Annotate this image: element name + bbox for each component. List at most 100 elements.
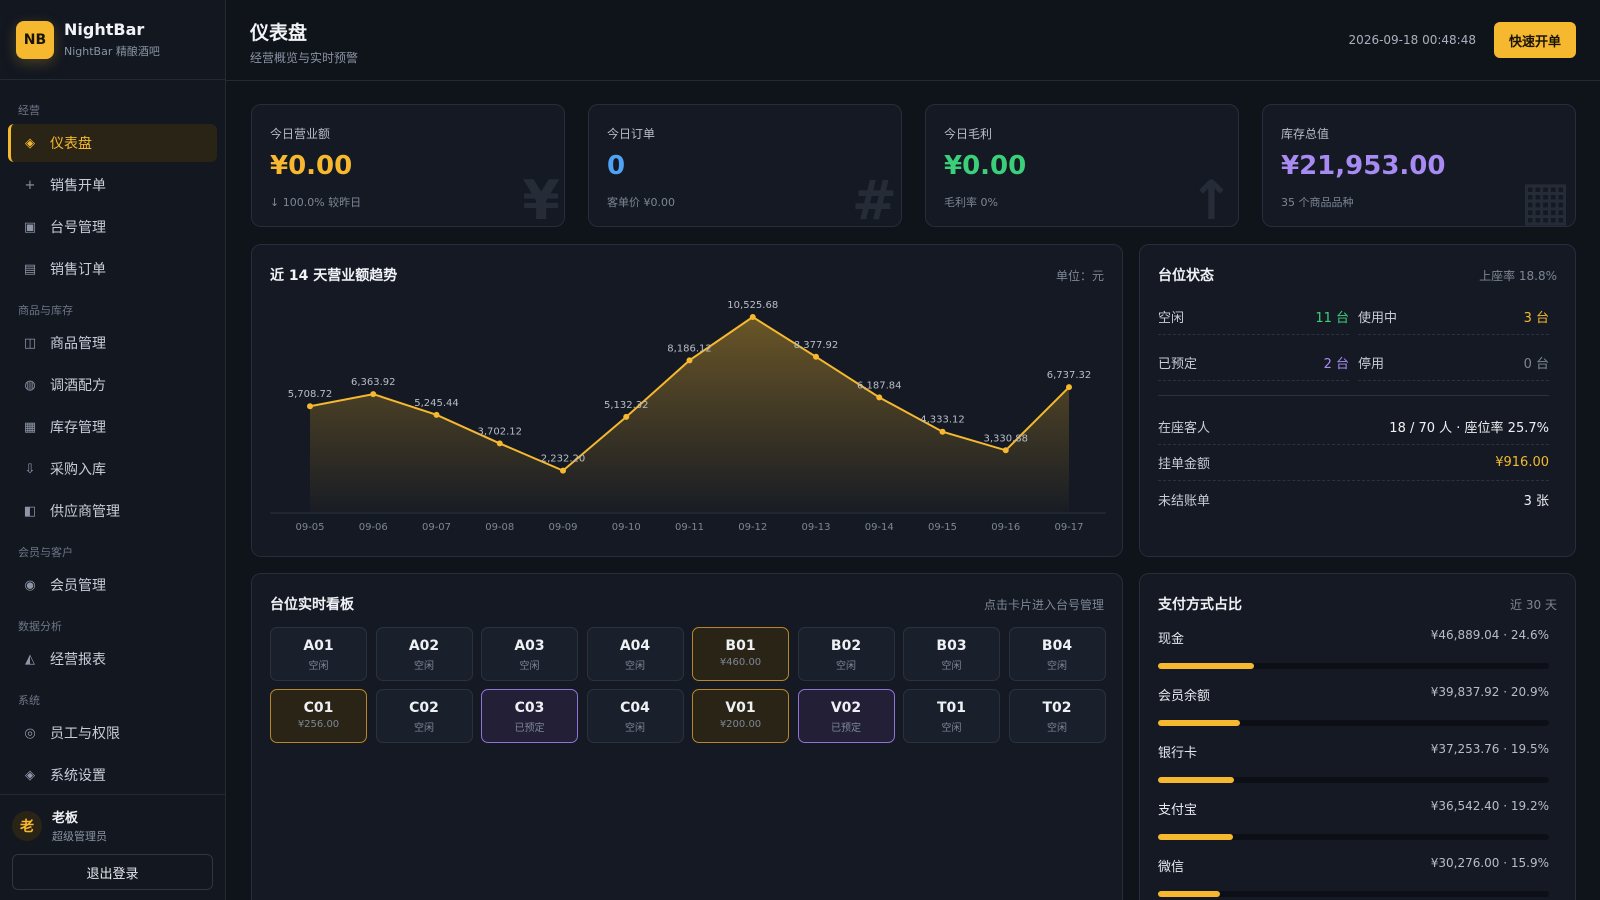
status-label: 使用中 [1358,311,1398,326]
payment-amount: ¥30,276.00 · 15.9% [1430,856,1549,870]
status-count: 3 台 [1523,311,1549,326]
x-tick-label: 09-08 [485,522,514,533]
table-tile[interactable]: A03 空闲 [481,627,578,681]
sidebar-item[interactable]: ◉ 会员管理 [8,566,217,604]
tile-code: B03 [936,638,967,654]
board-hint: 点击卡片进入台号管理 [983,598,1104,612]
payment-bar-track [1158,834,1549,840]
stat-note: ↓ 100.0% 较昨日 [270,196,362,209]
row-value: ¥916.00 [1495,455,1549,470]
logout-button[interactable]: 退出登录 [12,854,213,890]
sidebar-item[interactable]: ▤ 销售订单 [8,250,217,288]
status-count: 0 台 [1523,357,1549,372]
tile-code: A03 [514,638,545,654]
tile-code: B01 [725,638,756,654]
table-status-card: 台位状态 上座率 18.8% 空闲 11 台使用中 3 台已预定 2 台停用 0 台 在… [1139,244,1576,557]
table-status-row: 未结账单 3 张 [1158,481,1549,517]
table-tile[interactable]: C04 空闲 [586,689,684,743]
table-status-row: 挂单金额 ¥916.00 [1158,445,1549,481]
sidebar-item[interactable]: ◭ 经营报表 [8,640,217,678]
quick-order-button[interactable]: 快速开单 [1494,22,1576,58]
tile-code: C03 [514,700,545,716]
trend-area [310,317,1069,512]
table-tile[interactable]: C01 ¥256.00 [270,689,367,743]
user-role: 超级管理员 [52,830,107,843]
user-panel: 老 老板 超级管理员 退出登录 [0,794,225,900]
sidebar-item[interactable]: ▦ 库存管理 [8,408,217,446]
payment-row: 会员余额 ¥39,837.92 · 20.9% [1158,685,1549,726]
stat-value: ¥0.00 [270,151,353,181]
sidebar-item[interactable]: ◧ 供应商管理 [8,492,217,530]
tile-status: 空闲 [308,661,329,672]
table-tile[interactable]: V01 ¥200.00 [692,689,789,743]
x-tick-label: 09-09 [548,522,577,533]
table-tile[interactable]: T01 空闲 [903,689,1000,743]
trend-point [1002,447,1009,454]
nav-item-icon: ▦ [23,419,37,435]
table-status-item: 停用 0 台 [1358,345,1549,381]
brand-logo: NB [16,20,54,59]
sidebar-item[interactable]: ◎ 员工与权限 [8,714,217,752]
stat-value: 0 [607,151,626,181]
nav-group-label: 数据分析 [18,620,62,633]
payment-row: 现金 ¥46,889.04 · 24.6% [1158,628,1549,669]
tile-code: C01 [303,700,334,716]
payment-bar-track [1158,720,1549,726]
payment-bar-fill [1158,720,1240,726]
sidebar-item-label: 供应商管理 [50,504,120,520]
revenue-trend-card: 近 14 天营业额趋势 单位：元 5,708.72 09-05 6,363.92 09… [251,244,1123,557]
nav-group-label: 会员与客户 [18,546,73,559]
row-label: 挂单金额 [1158,457,1211,472]
tile-status: 已预定 [831,723,861,734]
table-tile[interactable]: C03 已预定 [481,689,578,743]
x-tick-label: 09-16 [991,522,1020,533]
table-tile[interactable]: V02 已预定 [797,689,895,743]
sidebar-item-label: 系统设置 [50,768,106,784]
row-value: 18 / 70 人 · 座位率 25.7% [1389,421,1549,436]
nav-item-icon: ◫ [23,335,37,351]
sidebar-item[interactable]: ◫ 商品管理 [8,324,217,362]
x-tick-label: 09-15 [928,522,957,533]
sidebar-item[interactable]: ▣ 台号管理 [8,208,217,246]
table-status-item: 空闲 11 台 [1158,299,1349,335]
tile-code: T02 [1042,700,1072,716]
data-label: 4,333.12 [920,415,965,426]
nav-group-label: 系统 [18,694,40,707]
table-tile[interactable]: B01 ¥460.00 [692,627,789,681]
tile-status: 空闲 [625,723,645,734]
tile-code: A01 [303,638,334,654]
sidebar-item[interactable]: ◍ 调酒配方 [8,366,217,404]
table-tile[interactable]: A01 空闲 [270,627,367,681]
sidebar-item[interactable]: ◈ 系统设置 [8,756,217,794]
tile-status: 空闲 [941,661,962,672]
stat-label: 今日订单 [607,127,656,141]
tile-code: C04 [620,700,650,716]
table-tile[interactable]: C02 空闲 [375,689,473,743]
sidebar-item[interactable]: + 销售开单 [8,166,217,204]
tile-code: V02 [830,700,862,716]
trend-point [433,411,440,418]
table-tile[interactable]: A02 空闲 [375,627,473,681]
sidebar-nav: 经营 ◈ 仪表盘 + 销售开单 ▣ 台号管理 ▤ 销售订单 商品与库存 ◫ 商品管理 ◍ 调酒配方 ▦ 库存管… [0,80,225,794]
table-tile[interactable]: B02 空闲 [797,627,895,681]
nav-item-icon: + [24,177,36,193]
divider [1158,395,1549,396]
table-tile[interactable]: B04 空闲 [1008,627,1106,681]
stat-watermark-icon: ▦ [1519,169,1571,227]
payment-method: 现金 [1158,632,1185,647]
sidebar-item[interactable]: ⇩ 采购入库 [8,450,217,488]
data-label: 3,702.12 [477,426,522,437]
x-tick-label: 09-12 [738,522,767,533]
data-label: 5,132.32 [604,400,649,411]
nav-item-icon: ◧ [23,503,37,519]
x-tick-label: 09-05 [295,522,324,533]
table-tile[interactable]: T02 空闲 [1008,689,1106,743]
stat-label: 库存总值 [1281,127,1330,141]
data-label: 2,232.20 [541,454,586,465]
sidebar-item-label: 经营报表 [50,652,106,668]
payment-share-card: 支付方式占比 近 30 天 现金 ¥46,889.04 · 24.6% 会员余额 ¥3… [1139,573,1576,900]
table-tile[interactable]: B03 空闲 [903,627,1000,681]
sidebar-item[interactable]: ◈ 仪表盘 [8,124,217,162]
stat-watermark-icon: ↑ [1188,169,1234,227]
table-tile[interactable]: A04 空闲 [586,627,684,681]
